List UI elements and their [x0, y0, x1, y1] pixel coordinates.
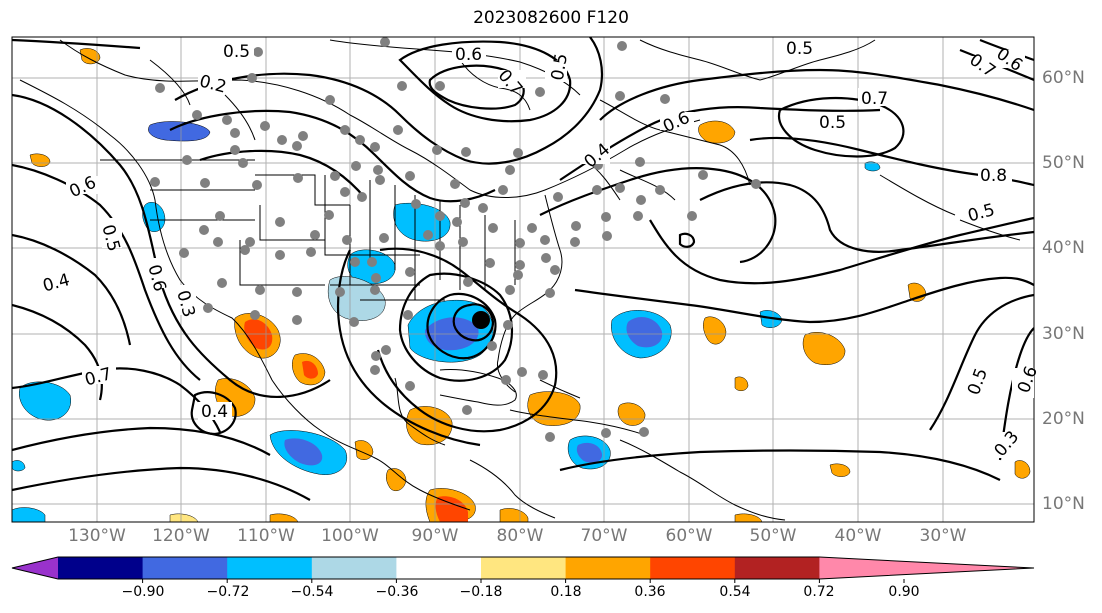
- colorbar-tick-label: 0.18: [550, 584, 582, 600]
- colorbar-outline: [11, 556, 1035, 580]
- lon-label: 90°W: [411, 526, 459, 546]
- map-frame: [11, 36, 1035, 523]
- lon-label: 60°W: [665, 526, 713, 546]
- lat-label: 20°N: [1042, 409, 1085, 429]
- colorbar-extend-high: [819, 557, 1034, 579]
- contour-label: 0.6: [455, 45, 482, 65]
- colorbar-segment: [565, 557, 651, 579]
- colorbar-tick-label: −0.90: [121, 584, 165, 600]
- colorbar-tick-label: 0.72: [803, 584, 835, 600]
- colorbar-tick-label: 0.90: [888, 584, 920, 600]
- colorbar-segment: [650, 557, 736, 579]
- lat-label: 10°N: [1042, 494, 1085, 514]
- lon-label: 70°W: [580, 526, 628, 546]
- contour-label: 0.4: [201, 402, 228, 422]
- coastlines: [19, 39, 1021, 521]
- observation-dots: [150, 37, 761, 442]
- contour-label: 0.4: [581, 140, 615, 173]
- colorbar-extend-low: [12, 557, 58, 579]
- contour-label: 0.7: [861, 89, 888, 109]
- contour-label-group: 0.5 0.6 0.7 0.5 0.5 0.6 0.2 0.7 0.7 0.5 …: [40, 39, 1042, 461]
- lat-label: 50°N: [1042, 153, 1085, 173]
- contour-label: 0.5: [223, 42, 250, 62]
- colorbar-segment: [481, 557, 567, 579]
- colorbar: [11, 556, 1035, 583]
- lon-label: 120°W: [152, 526, 210, 546]
- lon-label: 110°W: [237, 526, 295, 546]
- shaded-regions: [12, 48, 1031, 522]
- lat-label: 30°N: [1042, 324, 1085, 344]
- colorbar-tick-label: 0.36: [634, 584, 666, 600]
- lon-label: 50°W: [749, 526, 797, 546]
- lon-label: 100°W: [321, 526, 379, 546]
- colorbar-tick-label: −0.72: [206, 584, 250, 600]
- lat-label: 60°N: [1042, 68, 1085, 88]
- lon-label: 40°W: [834, 526, 882, 546]
- colorbar-segment: [396, 557, 482, 579]
- colorbar-segment: [142, 557, 228, 579]
- contour-label: 0.5: [548, 52, 572, 82]
- colorbar-tick-label: −0.54: [290, 584, 334, 600]
- contour-label: 0.8: [980, 166, 1007, 186]
- colorbar-tick-label: 0.54: [719, 584, 751, 600]
- colorbar-segment: [58, 557, 144, 579]
- colorbar-tick-label: −0.18: [459, 584, 503, 600]
- colorbar-segment: [227, 557, 313, 579]
- colorbar-segment: [734, 557, 820, 579]
- lon-label: 30°W: [919, 526, 967, 546]
- map-title: 2023082600 F120: [473, 8, 629, 28]
- contour-label: 0.5: [819, 113, 846, 133]
- colorbar-segment: [311, 557, 397, 579]
- colorbar-tick-label: −0.36: [375, 584, 419, 600]
- lat-label: 40°N: [1042, 238, 1085, 258]
- lon-label: 80°W: [496, 526, 544, 546]
- contour-label: 0.5: [786, 39, 813, 59]
- lon-label: 130°W: [68, 526, 126, 546]
- storm-center-marker: [472, 311, 490, 329]
- gridlines: [12, 37, 1034, 522]
